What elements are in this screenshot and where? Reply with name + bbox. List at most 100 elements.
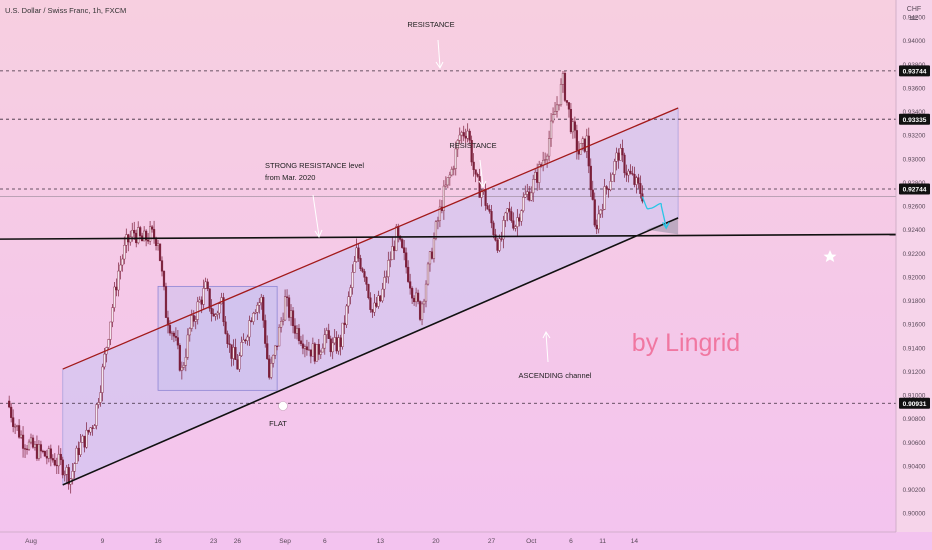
candle-body	[16, 425, 19, 427]
candle-body	[45, 456, 48, 459]
candle-body	[111, 307, 114, 323]
x-tick-label: 11	[599, 538, 606, 545]
y-tick-label: 0.92800	[903, 180, 926, 187]
candle-body	[154, 238, 158, 246]
annotation-strong-resistance-arrow	[312, 194, 320, 237]
candle-body	[170, 332, 174, 335]
candle-body	[313, 343, 316, 362]
y-tick-label: 0.91000	[903, 393, 926, 400]
candle-body	[274, 345, 277, 356]
candle-body	[222, 297, 225, 323]
candle-body	[23, 448, 27, 450]
candle-body	[599, 209, 602, 215]
x-tick-label: 14	[631, 538, 639, 545]
candle-body	[514, 226, 517, 229]
candle-body	[389, 259, 392, 261]
candle-body	[19, 434, 23, 438]
candle-body	[143, 230, 146, 242]
candle-body	[591, 189, 594, 200]
symbol-title: U.S. Dollar / Swiss Franc, 1h, FXCM	[5, 6, 126, 15]
candle-body	[559, 84, 563, 105]
target-star-icon	[823, 250, 837, 262]
candle-body	[119, 264, 122, 272]
candle-body	[561, 73, 565, 85]
candle-body	[248, 320, 251, 338]
candle-body	[335, 337, 338, 352]
candle-body	[97, 402, 100, 405]
y-tick-label: 0.90400	[903, 463, 926, 470]
y-tick-label: 0.91400	[903, 345, 926, 352]
price-level-tag-label: 0.93744	[903, 68, 927, 75]
x-tick-label: 6	[323, 538, 327, 545]
candle-body	[35, 444, 39, 459]
candle-body	[285, 296, 289, 298]
candle-body	[450, 169, 453, 176]
candle-body	[367, 284, 370, 299]
candle-body	[506, 208, 509, 214]
candle-body	[484, 189, 487, 206]
candle-body	[236, 359, 239, 370]
y-tick-label: 0.92000	[903, 274, 926, 281]
candle-body	[41, 450, 45, 453]
candle-body	[14, 426, 17, 428]
candle-body	[55, 464, 58, 467]
y-tick-label: 0.91200	[903, 369, 926, 376]
candle-body	[208, 288, 211, 309]
candle-body	[373, 302, 376, 313]
candle-body	[299, 340, 303, 344]
candle-body	[418, 301, 422, 320]
candle-body	[401, 239, 404, 248]
candle-body	[496, 239, 499, 251]
candle-body	[512, 220, 515, 229]
candle-body	[234, 347, 237, 360]
annotation-resistance-top: RESISTANCE	[407, 20, 455, 69]
candle-body	[619, 148, 622, 161]
candle-body	[278, 327, 281, 347]
candle-body	[547, 138, 551, 157]
candle-body	[575, 130, 578, 151]
candle-body	[518, 217, 521, 222]
candle-body	[107, 339, 110, 348]
candle-body	[329, 338, 332, 353]
candle-body	[37, 444, 41, 459]
y-tick-label: 0.90600	[903, 440, 926, 447]
candle-body	[123, 245, 126, 260]
candle-body	[609, 181, 612, 191]
candle-body	[345, 305, 348, 325]
candle-body	[567, 102, 571, 110]
candle-body	[83, 435, 86, 448]
candle-body	[192, 315, 195, 322]
y-tick-label: 0.90000	[903, 511, 926, 518]
candle-body	[21, 434, 25, 449]
candle-body	[448, 174, 451, 178]
candle-body	[87, 429, 90, 433]
x-tick-label: 27	[488, 538, 496, 545]
candle-body	[549, 120, 553, 139]
candle-body	[633, 174, 636, 185]
annotation-resistance-mid: RESISTANCE	[449, 141, 497, 188]
candle-body	[139, 227, 142, 236]
candle-body	[468, 130, 471, 141]
candle-body	[176, 337, 179, 346]
candle-body	[79, 442, 82, 455]
candle-body	[355, 247, 358, 262]
candle-body	[452, 168, 455, 170]
price-level-tag-label: 0.93335	[903, 117, 927, 124]
candle-body	[623, 154, 626, 174]
candle-body	[434, 221, 438, 239]
y-tick-label: 0.94000	[903, 38, 926, 45]
annotation-strong-resistance-line2: from Mar. 2020	[265, 173, 315, 182]
annotation-ascending: ASCENDING channel	[519, 331, 592, 380]
candle-body	[460, 132, 463, 136]
candle-body	[145, 230, 148, 241]
candle-body	[331, 342, 334, 353]
candle-body	[351, 272, 354, 288]
candle-body	[25, 448, 29, 450]
candle-body	[214, 314, 217, 317]
candle-body	[283, 296, 287, 321]
candle-body	[333, 337, 336, 344]
candle-body	[585, 135, 588, 152]
candle-body	[391, 246, 394, 260]
candle-body	[544, 159, 547, 161]
annotation-flat-marker	[278, 401, 288, 411]
